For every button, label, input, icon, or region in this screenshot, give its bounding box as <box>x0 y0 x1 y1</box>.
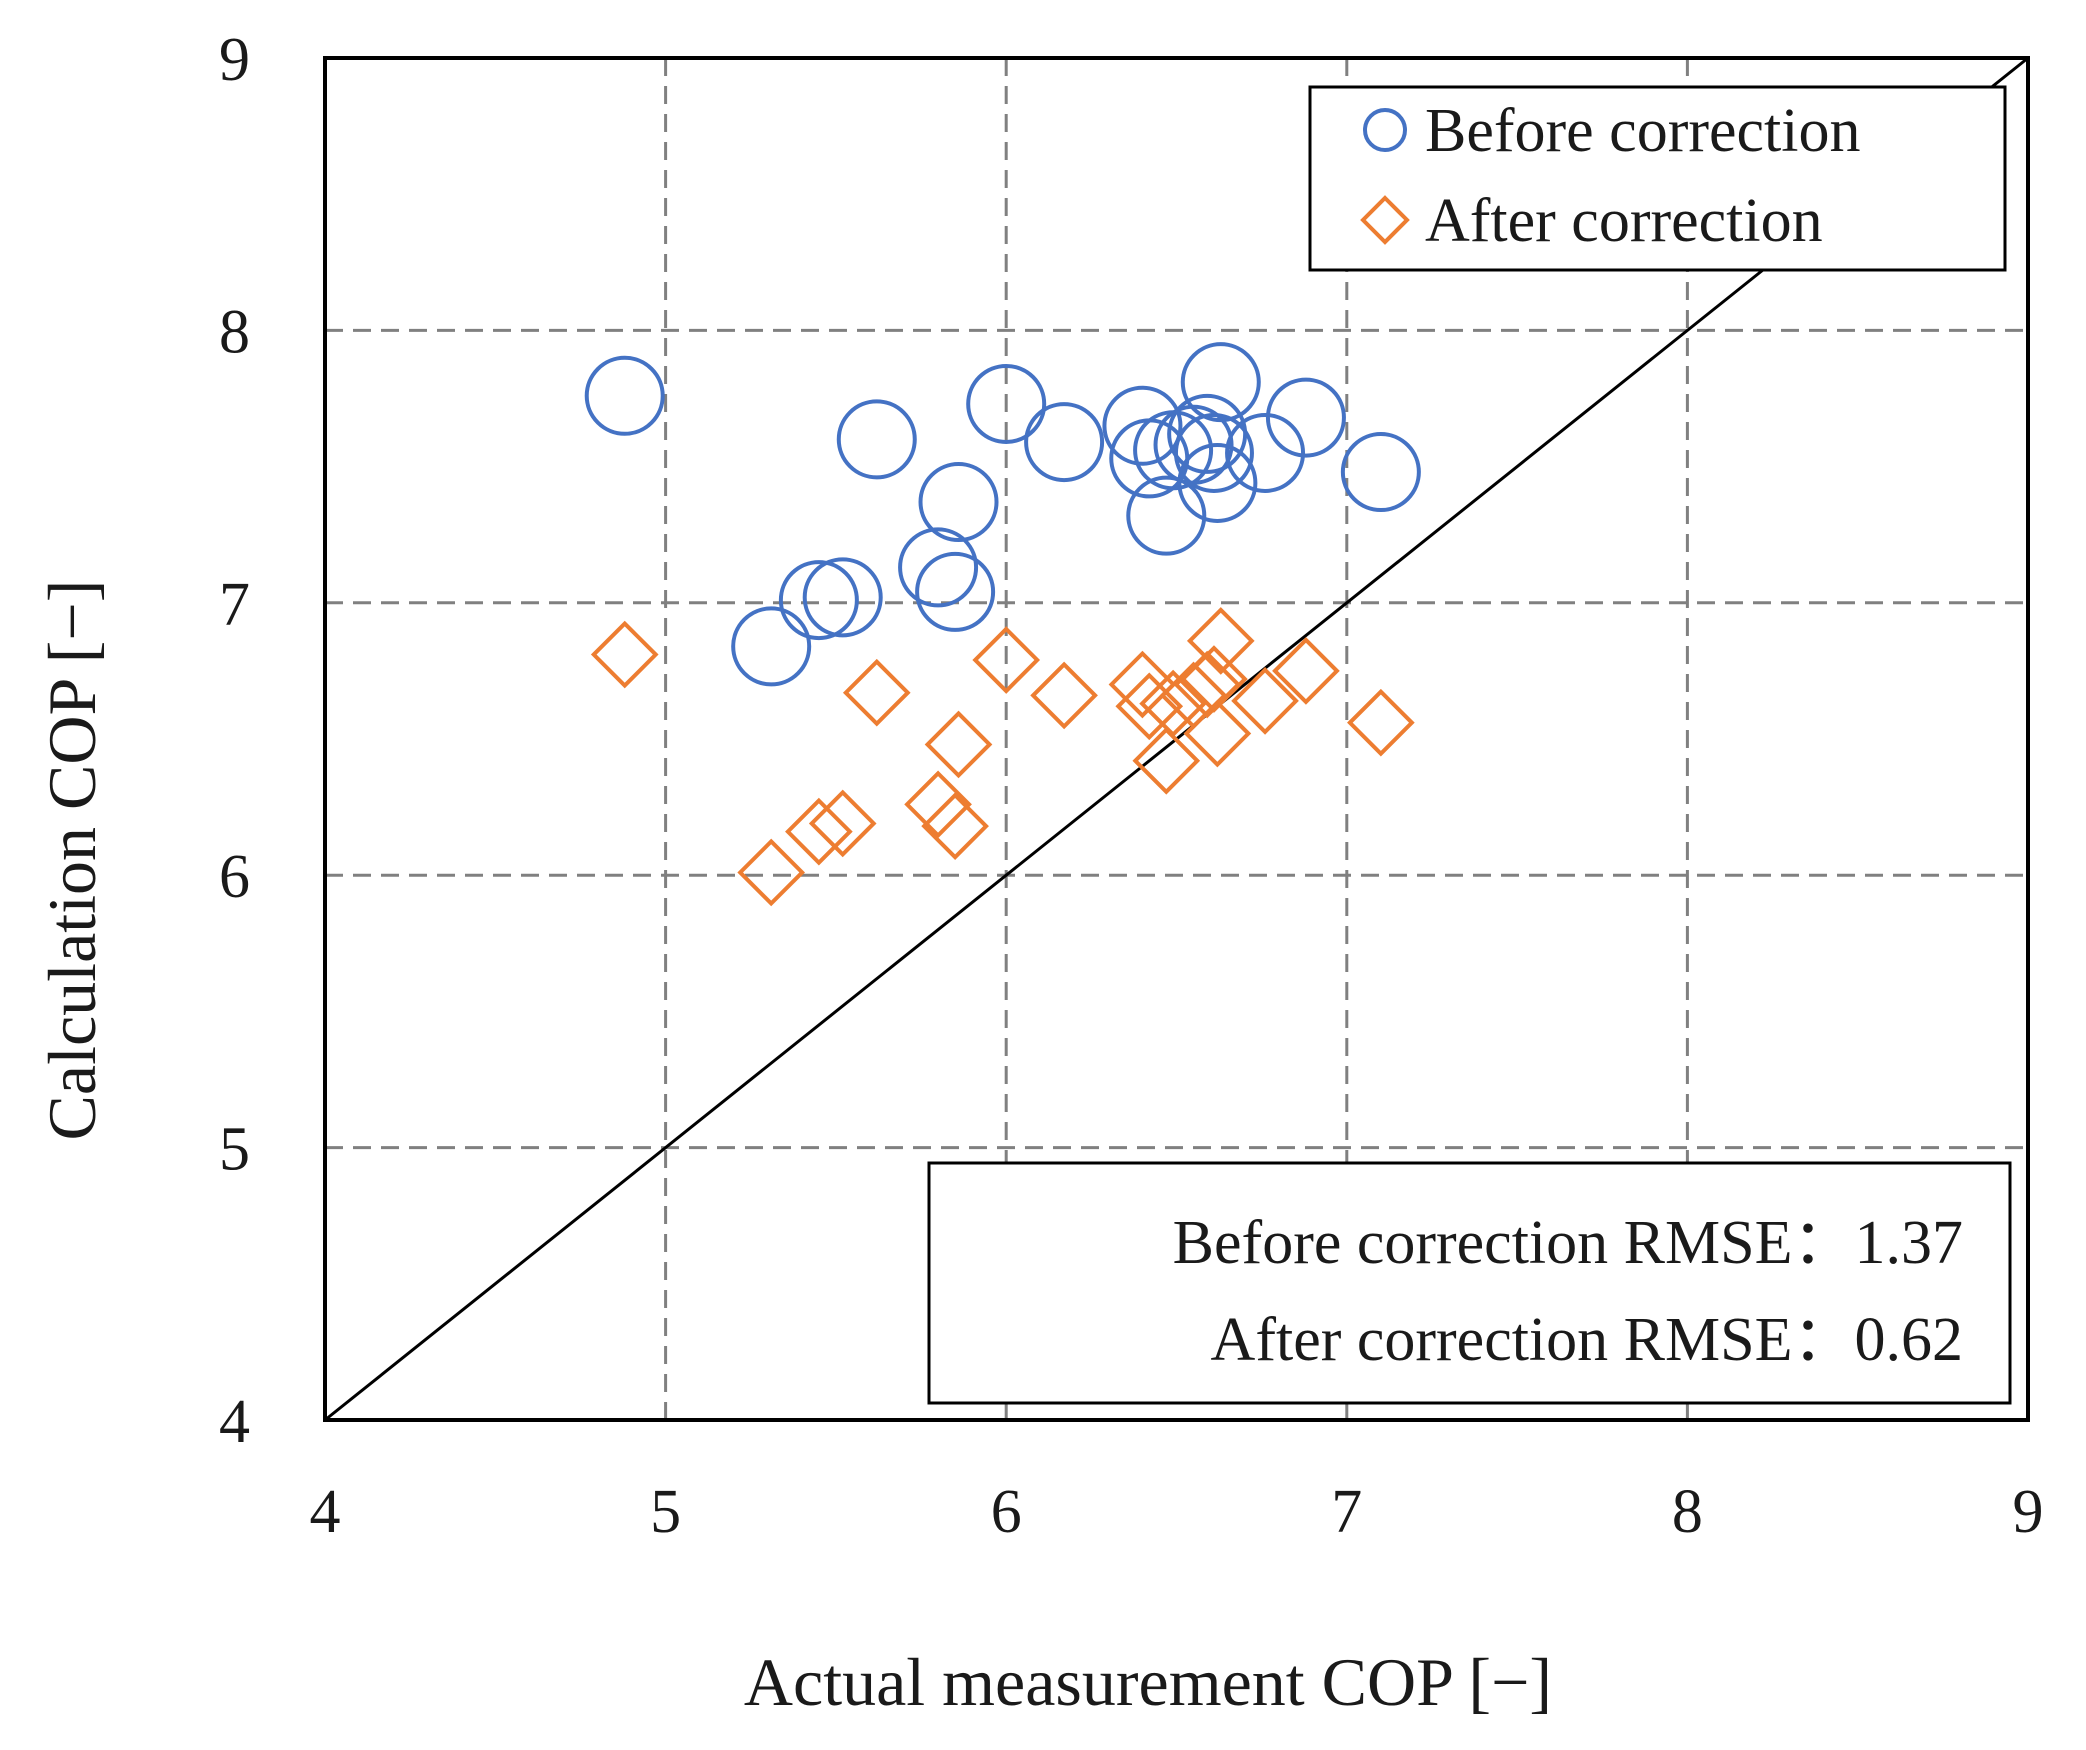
legend-marker-after-correction <box>1360 195 1410 245</box>
rmse-annotation: Before correction RMSE：1.37 After correc… <box>927 1161 2012 1405</box>
after-correction-point-2 <box>785 797 853 866</box>
before-correction-point-19 <box>1225 412 1306 493</box>
axes: 4 5 6 7 8 9 4 5 6 7 8 9 <box>219 26 2044 1546</box>
before-correction-point-7 <box>918 462 999 543</box>
after-correction-point-13 <box>1139 669 1207 738</box>
y-tick-label-5: 9 <box>219 26 250 94</box>
before-correction-point-2 <box>778 560 859 641</box>
before-correction-point-9 <box>1024 402 1105 483</box>
y-tick-label-1: 5 <box>219 1116 250 1184</box>
grid-lines <box>325 58 2028 1420</box>
plot-area-border <box>323 56 2030 1422</box>
before-correction-point-12 <box>1126 475 1207 556</box>
rmse-after-correction: After correction RMSE：0.62 <box>1211 1306 1963 1374</box>
rmse-before-correction: Before correction RMSE：1.37 <box>1173 1209 1963 1277</box>
after-correction-point-0 <box>590 620 659 689</box>
x-tick-label-0: 4 <box>310 1478 341 1546</box>
before-correction-point-3 <box>802 557 883 638</box>
before-correction-point-4 <box>836 399 917 480</box>
data-markers <box>584 342 1421 907</box>
x-tick-label-3: 7 <box>1331 1478 1362 1546</box>
after-correction-point-4 <box>842 658 911 727</box>
after-correction-point-5 <box>904 770 972 839</box>
after-correction-point-19 <box>1231 667 1299 735</box>
rmse-annotation-border <box>927 1161 2012 1405</box>
after-correction-point-7 <box>924 710 993 779</box>
after-correction-point-9 <box>1030 661 1098 730</box>
before-correction-point-10 <box>1102 385 1183 466</box>
after-correction-point-10 <box>1108 650 1177 719</box>
after-correction-point-21 <box>1347 688 1415 757</box>
x-tick-label-4: 8 <box>1672 1478 1703 1546</box>
before-correction-point-6 <box>915 551 996 632</box>
after-correction-point-3 <box>808 789 877 858</box>
before-correction-point-20 <box>1265 377 1346 458</box>
legend-label-before-correction: Before correction <box>1425 97 1860 165</box>
x-tick-label-1: 5 <box>650 1478 681 1546</box>
legend: Before correction After correction <box>1308 85 2007 272</box>
before-correction-point-18 <box>1180 342 1261 423</box>
after-correction-point-6 <box>921 792 989 860</box>
before-correction-point-1 <box>731 606 812 687</box>
legend-marker-before-correction <box>1363 108 1407 152</box>
after-correction-point-20 <box>1272 637 1340 705</box>
y-axis-label: Calculation COP [−] <box>34 580 110 1141</box>
legend-border <box>1308 85 2007 272</box>
after-correction-point-11 <box>1115 672 1184 741</box>
x-tick-label-2: 6 <box>991 1478 1022 1546</box>
y-tick-label-4: 8 <box>219 298 250 366</box>
before-correction-point-21 <box>1340 432 1421 513</box>
after-correction-point-8 <box>972 626 1041 694</box>
before-correction-point-8 <box>966 363 1047 444</box>
after-correction-point-16 <box>1180 645 1248 713</box>
before-correction-point-17 <box>1177 442 1258 523</box>
x-tick-label-5: 9 <box>2013 1478 2044 1546</box>
after-correction-point-12 <box>1132 726 1201 795</box>
before-correction-point-5 <box>898 527 979 608</box>
x-axis-label: Actual measurement COP [−] <box>744 1644 1552 1720</box>
after-correction-point-18 <box>1186 607 1255 675</box>
before-correction-point-16 <box>1173 412 1254 493</box>
after-correction-point-17 <box>1183 699 1252 768</box>
after-correction-point-1 <box>737 838 806 907</box>
y-tick-label-0: 4 <box>219 1388 250 1456</box>
before-correction-point-0 <box>584 355 665 436</box>
y-tick-label-2: 6 <box>219 843 250 911</box>
legend-label-after-correction: After correction <box>1425 187 1823 255</box>
y-tick-label-3: 7 <box>219 571 250 639</box>
